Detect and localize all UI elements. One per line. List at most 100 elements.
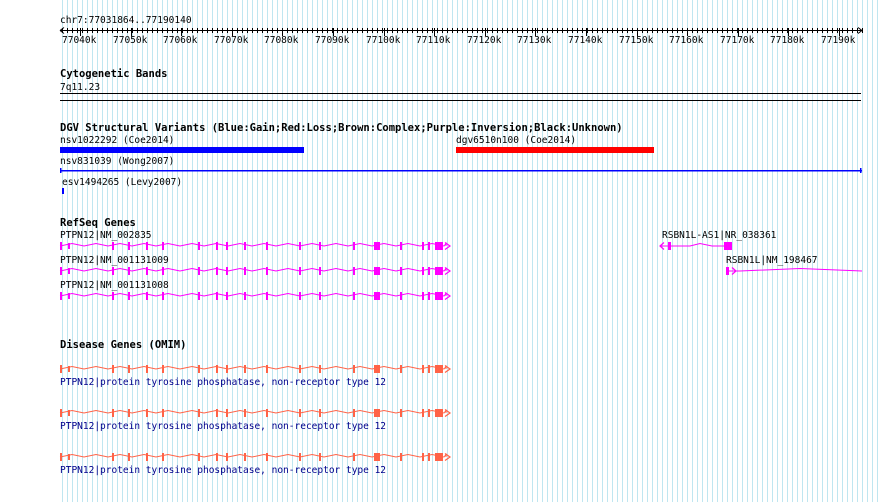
refseq-gene-exon (428, 292, 430, 300)
refseq-gene-label[interactable]: RSBN1L-AS1|NR_038361 (662, 230, 777, 241)
refseq-gene-exon (299, 267, 301, 275)
omim-gene-exon (299, 453, 301, 461)
refseq-gene-exon (353, 242, 355, 250)
ruler-tick-label: 77060k (163, 35, 198, 46)
omim-gene-exon (244, 365, 246, 373)
refseq-gene-exon (668, 242, 671, 250)
dgv-feature-bar (62, 188, 64, 194)
omim-gene-exon (146, 409, 148, 417)
refseq-gene-exon (435, 292, 443, 300)
refseq-gene-label[interactable]: PTPN12|NM_001131009 (60, 255, 169, 266)
omim-gene-exon (244, 409, 246, 417)
refseq-gene-exon (128, 292, 130, 300)
refseq-gene-exon (198, 267, 200, 275)
refseq-gene-exon (146, 292, 148, 300)
refseq-gene-exon (128, 242, 130, 250)
omim-gene-exon (266, 409, 268, 417)
refseq-gene-exon (299, 292, 301, 300)
refseq-gene-exon (422, 292, 424, 300)
cytoband-track-title: Cytogenetic Bands (60, 68, 168, 80)
omim-gene-label[interactable]: PTPN12|protein tyrosine phosphatase, non… (60, 465, 387, 476)
omim-gene-exon (435, 365, 443, 373)
omim-gene-exon (353, 453, 355, 461)
omim-gene-exon (319, 453, 321, 461)
omim-gene-exon (112, 365, 114, 373)
refseq-gene-exon (319, 242, 321, 250)
refseq-gene-exon (726, 267, 729, 275)
refseq-gene-exon (216, 292, 218, 300)
refseq-gene-exon (68, 268, 70, 274)
omim-gene-exon (400, 365, 402, 373)
omim-gene-exon (162, 409, 164, 417)
omim-gene-exon (374, 409, 380, 417)
refseq-gene-exon (319, 292, 321, 300)
omim-gene-exon (400, 453, 402, 461)
omim-gene-exon (198, 365, 200, 373)
dgv-feature-label[interactable]: esv1494265 (Levy2007) (62, 177, 183, 188)
ruler-tick-label: 77100k (366, 35, 401, 46)
refseq-gene-label[interactable]: PTPN12|NM_002835 (60, 230, 152, 241)
ruler-tick-label: 77090k (315, 35, 350, 46)
refseq-gene-exon (60, 242, 62, 250)
dgv-feature-label[interactable]: dgv6510n100 (Coe2014) (456, 135, 577, 146)
omim-gene-label[interactable]: PTPN12|protein tyrosine phosphatase, non… (60, 421, 387, 432)
omim-gene-arrow (444, 453, 452, 461)
ruler-tick-label: 77160k (669, 35, 704, 46)
dgv-track-title: DGV Structural Variants (Blue:Gain;Red:L… (60, 122, 623, 134)
omim-gene-exon (146, 365, 148, 373)
omim-gene-exon (198, 409, 200, 417)
refseq-gene-exon (112, 242, 114, 250)
refseq-gene-arrow (444, 242, 452, 250)
ruler-tick-label: 77080k (264, 35, 299, 46)
refseq-gene-label[interactable]: PTPN12|NM_001131008 (60, 280, 169, 291)
omim-gene-arrow (444, 409, 452, 417)
omim-gene-exon (428, 409, 430, 417)
omim-gene-exon (226, 409, 228, 417)
omim-gene-exon (112, 453, 114, 461)
refseq-gene-exon (226, 242, 228, 250)
refseq-gene-exon (266, 267, 268, 275)
refseq-gene-exon (68, 243, 70, 249)
ruler-coordinates: chr7:77031864..77190140 (60, 15, 192, 26)
dgv-feature-label[interactable]: nsv831039 (Wong2007) (60, 156, 175, 167)
cytoband-label[interactable]: 7q11.23 (60, 82, 101, 93)
omim-gene-exon (319, 365, 321, 373)
refseq-gene-label[interactable]: RSBN1L|NM_198467 (726, 255, 818, 266)
dgv-feature-bar (860, 168, 862, 173)
refseq-gene-exon (428, 242, 430, 250)
refseq-gene-arrow (444, 292, 452, 300)
refseq-gene-exon (112, 267, 114, 275)
refseq-gene-exon (244, 292, 246, 300)
refseq-gene-exon (422, 242, 424, 250)
omim-gene-exon (128, 453, 130, 461)
omim-gene-exon (112, 409, 114, 417)
refseq-gene-exon (244, 267, 246, 275)
refseq-gene-exon (428, 267, 430, 275)
omim-gene-exon (422, 409, 424, 417)
refseq-gene-exon (266, 242, 268, 250)
cytoband-bar (60, 100, 861, 101)
ruler-tick-label: 77070k (214, 35, 249, 46)
refseq-gene-exon (146, 267, 148, 275)
refseq-gene-exon (374, 242, 380, 250)
omim-gene-exon (400, 409, 402, 417)
refseq-gene-exon (226, 292, 228, 300)
omim-track-title: Disease Genes (OMIM) (60, 339, 187, 351)
refseq-gene-arrow (659, 242, 665, 250)
dgv-feature-bar (60, 147, 304, 153)
omim-gene-exon (68, 366, 70, 372)
omim-gene-exon (60, 365, 62, 373)
ruler-tick-label: 77120k (467, 35, 502, 46)
dgv-feature-label[interactable]: nsv1022292 (Coe2014) (60, 135, 175, 146)
refseq-gene-exon (216, 267, 218, 275)
omim-gene-exon (422, 365, 424, 373)
omim-gene-label[interactable]: PTPN12|protein tyrosine phosphatase, non… (60, 377, 387, 388)
refseq-gene-exon (400, 242, 402, 250)
refseq-gene-exon (198, 242, 200, 250)
omim-gene-exon (428, 365, 430, 373)
omim-gene-exon (68, 410, 70, 416)
ruler-tick-label: 77140k (568, 35, 603, 46)
refseq-gene-exon (216, 242, 218, 250)
refseq-gene-exon (400, 292, 402, 300)
omim-gene-exon (435, 409, 443, 417)
